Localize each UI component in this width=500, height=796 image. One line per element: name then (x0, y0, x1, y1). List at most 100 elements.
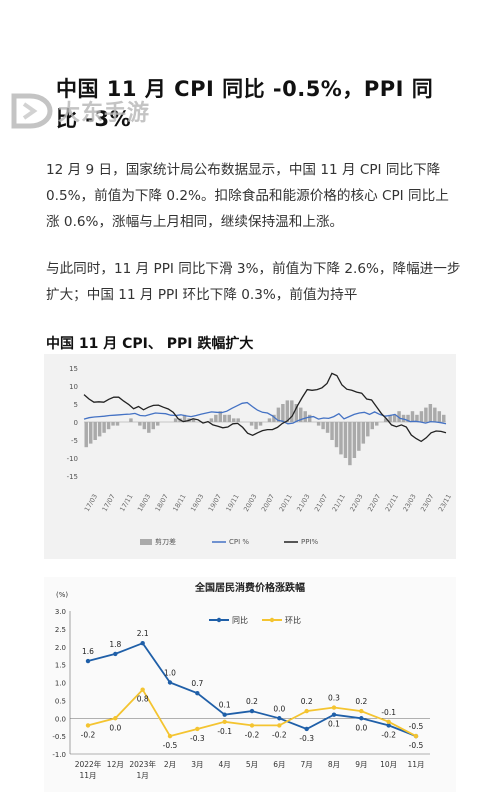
legend-label-mom: 环比 (285, 615, 301, 625)
cpi-ppi-chart: 15 10 5 0 -5 -10 -15 17/03 17/07 17/11 18/03 18/07 1… (44, 354, 456, 559)
yoy-data-label: 0.0 (355, 723, 367, 732)
mom-data-label: 0.0 (109, 723, 121, 732)
spread-bar (209, 418, 214, 422)
mom-data-label: -0.2 (245, 730, 260, 739)
spread-bar (227, 414, 231, 422)
x-tick-label: 20/03 (242, 493, 258, 513)
spread-bar (374, 422, 379, 426)
x-category-label: 2022年 (75, 759, 102, 769)
consumer-price-chart: 全国居民消费价格涨跌幅 (%) 3.0 2.5 2.0 1.5 1.0 0.5 0.0 -0.5 -… (44, 577, 456, 792)
x-category-label: 8月 (328, 760, 340, 769)
legend-label-yoy: 同比 (232, 615, 248, 625)
spread-bar (406, 414, 410, 422)
spread-bar (281, 404, 285, 422)
spread-bar (299, 407, 303, 422)
spread-bar (129, 418, 133, 422)
x-category-label: 5月 (246, 760, 258, 769)
yoy-point (167, 680, 173, 685)
spread-bar (410, 411, 415, 422)
yoy-data-label: 1.6 (82, 647, 94, 656)
yoy-data-label: -0.5 (409, 722, 424, 731)
x-tick-label: 21/03 (295, 493, 311, 513)
x-category-label: 9月 (355, 760, 367, 769)
x-tick-label: 18/07 (154, 493, 170, 513)
mom-data-label: 0.2 (301, 697, 313, 706)
y-tick-label: 0.0 (55, 715, 66, 723)
spread-bar (343, 422, 348, 458)
spread-bar (249, 422, 254, 426)
y-tick-label: 5 (74, 401, 78, 409)
yoy-point (85, 658, 91, 664)
spread-bar (231, 418, 236, 422)
x-tick-label: 22/03 (348, 493, 364, 513)
x-category-label: 7月 (301, 760, 313, 769)
y-tick-label: -10 (67, 455, 78, 463)
spread-bar (442, 414, 446, 422)
y-tick-label: 1.5 (55, 662, 66, 670)
yoy-line (87, 642, 417, 737)
x-tick-label: 23/07 (419, 493, 435, 513)
x-tick-label: 20/11 (278, 493, 294, 513)
spread-bar (290, 400, 294, 422)
chart-title: 全国居民消费价格涨跌幅 (194, 581, 305, 594)
y-tick-label: 10 (69, 383, 78, 391)
spread-bar (138, 422, 142, 426)
x-tick-label: 20/07 (260, 493, 276, 513)
x-tick-label: 19/07 (207, 493, 223, 513)
spread-bar (84, 422, 88, 448)
mom-data-label: -0.2 (272, 730, 287, 739)
x-tick-label: 22/11 (384, 493, 400, 513)
x-tick-label: 18/03 (136, 493, 152, 513)
spread-bar (339, 422, 343, 455)
y-tick-label: 0 (74, 419, 78, 427)
x-tick-label: 23/03 (401, 493, 417, 513)
x-tick-label: 19/11 (224, 493, 240, 513)
y-tick-label: 2.0 (55, 644, 66, 652)
spread-bar (361, 422, 366, 444)
y-tick-label: -5 (71, 437, 78, 445)
spread-bar (97, 422, 102, 437)
consumer-price-chart-svg: 全国居民消费价格涨跌幅 (%) 3.0 2.5 2.0 1.5 1.0 0.5 0.0 -0.5 -… (52, 581, 430, 780)
y-tick-label: 2.5 (55, 626, 66, 634)
mom-data-label: -0.3 (190, 734, 205, 743)
spread-bar (348, 422, 352, 466)
yoy-data-label: 0.2 (246, 697, 258, 706)
mom-point (277, 723, 282, 728)
mom-data-label: 0.3 (328, 694, 340, 703)
spread-bar (191, 418, 196, 422)
yoy-point (249, 708, 255, 714)
paragraph-cpi: 12 月 9 日，国家统计局公布数据显示，中国 11 月 CPI 同比下降 0.… (46, 162, 449, 230)
x-tick-label: 22/07 (366, 493, 382, 513)
yoy-data-label: 2.1 (137, 629, 149, 638)
spread-bar (415, 414, 419, 422)
spread-bar (142, 422, 147, 430)
legend-swatch-spread (140, 539, 152, 545)
mom-point (195, 726, 200, 732)
spread-bar (366, 422, 370, 437)
x-tick-label: 17/07 (101, 493, 117, 513)
x-category-label: 11月 (79, 771, 96, 780)
legend-marker-yoy (216, 617, 222, 623)
x-tick-label: 17/11 (118, 493, 134, 513)
spread-bar (303, 411, 307, 422)
y-tick-label: 15 (69, 365, 78, 373)
mom-point (331, 705, 337, 710)
yoy-data-label: -0.2 (381, 730, 396, 739)
spread-bar (316, 422, 321, 426)
yoy-point (222, 712, 227, 717)
spread-bar (93, 422, 97, 440)
yoy-point (359, 716, 364, 721)
mom-data-label: -0.1 (381, 708, 396, 717)
spread-bar (267, 418, 272, 422)
spread-bar (258, 422, 263, 426)
legend-label-ppi: PPI% (301, 538, 319, 546)
spread-bar (285, 400, 290, 422)
spread-bar (156, 422, 160, 426)
y-tick-label: 1.0 (55, 680, 66, 688)
ppi-line (83, 372, 447, 443)
yoy-data-label: 0.1 (328, 720, 340, 729)
spread-bar (419, 411, 424, 422)
mom-point (359, 708, 364, 714)
mom-data-label: -0.1 (217, 727, 232, 736)
